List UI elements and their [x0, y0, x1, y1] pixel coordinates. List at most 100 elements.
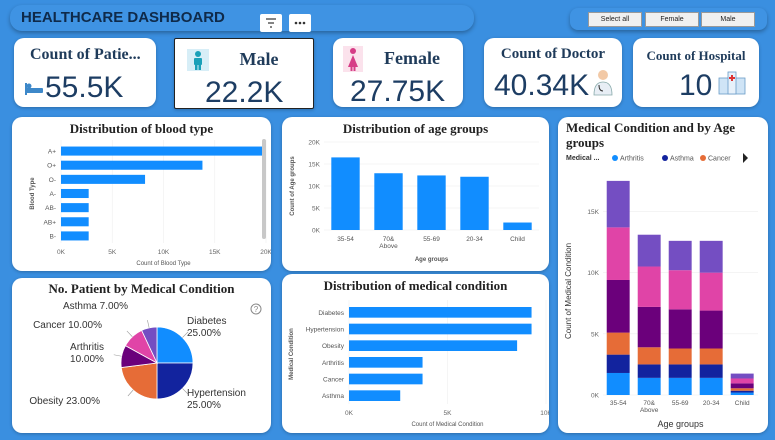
more-icon — [294, 21, 306, 25]
y-tick-label: A- — [50, 191, 57, 198]
kpi-value: 27.75K — [350, 75, 446, 108]
stacked-segment — [606, 354, 630, 373]
kpi-card-male: Male 22.2K — [174, 38, 314, 109]
stacked-segment — [606, 332, 630, 355]
kpi-title: Count of Patie... — [30, 46, 141, 63]
x-tick-label: 20K — [260, 249, 271, 256]
y-tick-label: Cancer — [323, 377, 345, 384]
stacked-segment — [637, 234, 661, 267]
header-bar: HEALTHCARE DASHBOARD — [10, 5, 474, 31]
stacked-segment — [668, 270, 692, 310]
pie-value: 25.00% — [187, 400, 221, 411]
chart-title: No. Patient by Medical Condition — [48, 281, 235, 296]
bar — [61, 203, 89, 213]
stacked-segment — [699, 377, 723, 395]
pie-slices: Diabetes25.00%Hypertension25.00%Obesity … — [29, 301, 246, 411]
bar — [61, 174, 146, 184]
stacked-segment — [730, 390, 754, 393]
stacked-segment — [606, 279, 630, 333]
pie-label: Asthma 7.00% — [63, 301, 128, 312]
y-tick-label: 20K — [308, 140, 320, 147]
x-tick-label: 35-54 — [337, 236, 354, 243]
bar — [417, 175, 446, 230]
pie-label: Hypertension — [187, 388, 246, 399]
kpi-card-female: Female 27.75K — [333, 38, 463, 108]
age-groups-chart: Distribution of age groups 0K 5K 10K 15K 20K… — [282, 117, 549, 271]
bar — [61, 231, 89, 241]
x-tick-label: 20-34 — [466, 236, 483, 243]
x-tick-label: 70& Above — [379, 236, 398, 250]
leader-line — [126, 330, 133, 337]
female-button[interactable]: Female — [645, 12, 699, 27]
y-tick-label: AB- — [45, 205, 56, 212]
y-axis-label: Count of Medical Condition — [564, 243, 573, 339]
bar — [349, 323, 532, 335]
select-all-button[interactable]: Select all — [588, 12, 642, 27]
stacked-segment — [606, 227, 630, 280]
male-button[interactable]: Male — [701, 12, 755, 27]
y-axis-label: Medical Condition — [289, 328, 295, 380]
y-tick-label: O- — [49, 177, 56, 184]
legend-label: Arthritis — [620, 156, 644, 163]
stacked-segment — [668, 377, 692, 395]
bar — [503, 222, 532, 230]
stacked-segment — [730, 383, 754, 389]
y-tick-label: Arthritis — [322, 360, 345, 367]
doctor-icon — [593, 70, 613, 96]
y-tick-label: A+ — [48, 149, 56, 156]
y-tick-label: 0K — [312, 228, 321, 235]
kpi-value: 55.5K — [45, 71, 124, 104]
kpi-card-hospitals: Count of Hospital 10 — [633, 38, 759, 107]
y-tick-label: 15K — [587, 209, 599, 216]
female-icon — [343, 46, 363, 72]
x-tick-label: 15K — [209, 249, 221, 256]
x-tick-label: Child — [510, 236, 525, 243]
kpi-title: Count of Hospital — [646, 48, 746, 63]
blood-type-bars: 0K 5K 10K 15K 20K A+ O+ O- A- AB- AB+ B- Count of Bl… — [30, 139, 271, 267]
medical-condition-bars: 0K 5K 10K Diabetes Hypertension Obesity Arthri… — [289, 300, 549, 428]
help-icon[interactable]: ? — [250, 303, 262, 315]
x-axis-label: Age groups — [657, 419, 704, 429]
x-tick-label: 35-54 — [610, 400, 627, 407]
pie-label: Obesity 23.00% — [29, 396, 100, 407]
kpi-value: 40.34K — [494, 69, 590, 102]
x-axis-label: Count of Medical Condition — [411, 422, 483, 428]
bar — [61, 146, 263, 156]
bar — [349, 340, 518, 351]
pie-label: Arthritis — [70, 342, 104, 353]
male-icon — [187, 49, 209, 71]
patient-bed-icon — [25, 83, 43, 95]
bar — [349, 307, 532, 318]
stacked-segment — [668, 364, 692, 378]
kpi-title: Female — [384, 48, 440, 68]
stacked-segment — [668, 240, 692, 271]
stacked-segment — [606, 180, 630, 228]
x-tick-label: 20-34 — [703, 400, 720, 407]
bar — [61, 160, 203, 170]
x-tick-label: Child — [735, 400, 750, 407]
y-tick-label: 15K — [308, 162, 320, 169]
pie-slice — [156, 326, 194, 364]
x-axis-label: Count of Blood Type — [136, 261, 191, 267]
x-tick-label: 0K — [345, 410, 354, 417]
age-group-bars: 0K 5K 10K 15K 20K 35-54 70& Above 55-69 20-34 Chil… — [290, 140, 539, 263]
stacked-segment — [730, 388, 754, 391]
y-tick-label: Asthma — [322, 393, 344, 400]
x-tick-label: 10K — [540, 410, 549, 417]
more-options-button[interactable] — [289, 14, 311, 32]
chart-title: Distribution of blood type — [69, 121, 214, 136]
filter-icon-button[interactable] — [260, 14, 282, 32]
bar — [460, 176, 489, 230]
stacked-segment — [699, 272, 723, 311]
stacked-segment — [699, 364, 723, 378]
kpi-title: Male — [239, 49, 279, 69]
filter-icon — [266, 18, 276, 28]
y-axis-label: Blood Type — [30, 177, 36, 210]
legend-marker — [612, 155, 618, 161]
bar — [61, 217, 89, 227]
leader-line — [113, 354, 122, 357]
x-tick-label: 5K — [108, 249, 117, 256]
pie-value: 25.00% — [187, 328, 221, 339]
y-tick-label: Hypertension — [306, 327, 345, 334]
y-tick-label: 5K — [591, 331, 600, 338]
